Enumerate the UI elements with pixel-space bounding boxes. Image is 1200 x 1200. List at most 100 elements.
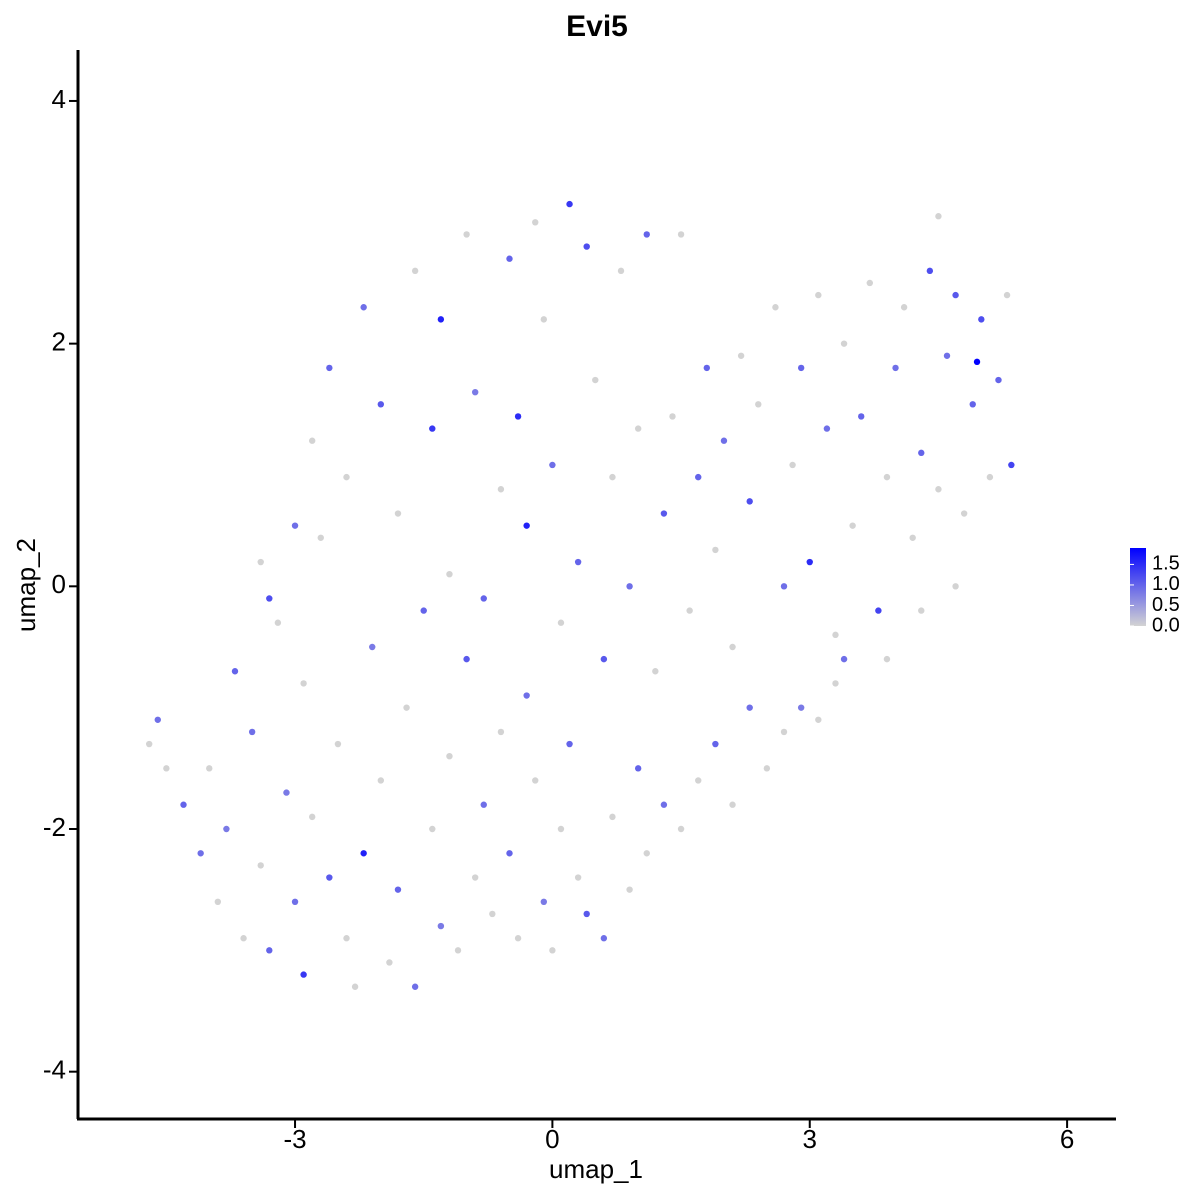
point xyxy=(557,825,565,833)
point xyxy=(823,425,831,432)
x-tick-label: 6 xyxy=(1060,1124,1074,1154)
point xyxy=(763,765,771,772)
point xyxy=(343,935,350,942)
point xyxy=(523,692,530,699)
point xyxy=(952,583,959,590)
point xyxy=(686,607,693,614)
point xyxy=(660,510,668,517)
x-axis-label: umap_1 xyxy=(549,1154,643,1184)
point xyxy=(206,765,213,772)
y-tick-label: 0 xyxy=(52,569,66,599)
y-tick-label: -4 xyxy=(43,1055,66,1085)
y-axis-label: umap_2 xyxy=(11,538,41,632)
point xyxy=(669,413,676,420)
point xyxy=(446,570,453,578)
point xyxy=(832,680,839,687)
point xyxy=(652,668,659,675)
point xyxy=(849,522,856,529)
point xyxy=(583,243,590,250)
point xyxy=(840,655,848,663)
point xyxy=(360,304,367,311)
point xyxy=(411,983,419,990)
y-tick-label: -2 xyxy=(43,812,66,842)
point xyxy=(797,704,805,711)
point xyxy=(960,510,968,517)
point xyxy=(549,947,556,954)
point xyxy=(1008,461,1015,469)
point xyxy=(223,825,230,833)
point xyxy=(566,740,573,748)
point xyxy=(935,486,942,493)
point xyxy=(549,461,556,469)
point xyxy=(900,304,908,311)
point xyxy=(677,825,685,833)
point xyxy=(240,935,247,942)
point xyxy=(883,655,891,663)
point xyxy=(497,728,505,736)
point xyxy=(429,425,436,432)
point xyxy=(617,267,625,275)
point xyxy=(231,668,239,675)
point xyxy=(918,607,925,614)
point xyxy=(300,680,307,687)
point xyxy=(514,413,522,420)
colorbar-tick-label: 0.5 xyxy=(1152,594,1180,616)
point xyxy=(973,358,981,366)
point xyxy=(592,376,599,384)
point xyxy=(446,752,453,760)
point xyxy=(214,898,222,906)
point xyxy=(463,231,470,238)
point xyxy=(634,765,642,772)
point xyxy=(429,825,436,833)
point xyxy=(780,728,788,736)
point xyxy=(729,643,736,651)
point xyxy=(969,401,976,408)
point xyxy=(420,607,427,614)
point xyxy=(986,473,994,481)
point xyxy=(712,740,719,748)
point xyxy=(489,910,496,918)
point xyxy=(926,267,934,275)
point xyxy=(377,401,385,408)
point xyxy=(532,777,539,784)
point xyxy=(566,200,573,208)
point xyxy=(643,231,650,238)
point xyxy=(308,437,316,444)
point xyxy=(540,316,548,323)
point xyxy=(506,255,513,262)
point xyxy=(772,304,779,311)
point xyxy=(411,267,419,275)
point xyxy=(677,231,685,238)
point xyxy=(437,316,445,323)
point xyxy=(729,801,736,808)
point xyxy=(600,935,608,942)
point xyxy=(832,631,839,639)
point xyxy=(755,401,762,408)
point xyxy=(875,607,882,614)
point xyxy=(840,340,848,347)
point xyxy=(480,595,487,602)
chart-title: Evi5 xyxy=(566,10,628,43)
point xyxy=(154,716,161,723)
point xyxy=(180,801,187,808)
colorbar xyxy=(1130,548,1146,626)
point xyxy=(454,947,462,954)
point xyxy=(815,291,822,299)
point xyxy=(360,850,367,857)
point xyxy=(523,522,530,529)
point xyxy=(471,874,479,881)
point xyxy=(892,364,899,372)
point xyxy=(463,655,470,663)
point xyxy=(909,534,916,541)
point xyxy=(248,728,256,736)
point xyxy=(600,655,608,663)
point xyxy=(806,558,813,566)
x-tick-label: 3 xyxy=(803,1124,817,1154)
point xyxy=(737,352,745,359)
point xyxy=(377,777,385,784)
point xyxy=(197,850,204,857)
point xyxy=(815,716,822,723)
point xyxy=(386,959,393,966)
point xyxy=(326,874,333,881)
